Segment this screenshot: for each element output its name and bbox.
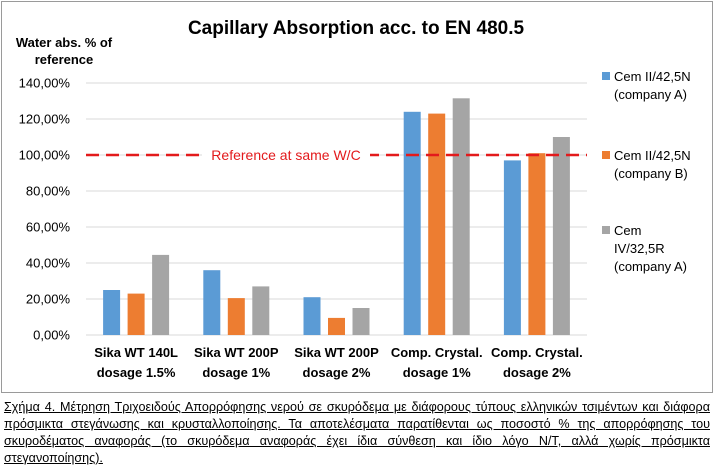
reference-label: Reference at same W/C bbox=[211, 147, 360, 163]
bar bbox=[303, 297, 321, 335]
bar bbox=[152, 254, 170, 335]
x-tick-labels: Sika WT 140L dosage 1.5% Sika WT 200P dosag… bbox=[94, 345, 583, 380]
y-tick-label: 60,00% bbox=[26, 220, 71, 235]
legend-label: Cem bbox=[614, 223, 641, 238]
y-tick-label: 20,00% bbox=[26, 292, 71, 307]
bar bbox=[528, 153, 546, 335]
bar bbox=[227, 298, 245, 335]
bar bbox=[252, 286, 270, 335]
legend: Cem II/42,5N (company A) Cem II/42,5N (comp… bbox=[602, 69, 691, 274]
x-tick-label: dosage 2% bbox=[303, 365, 371, 380]
y-tick-label: 120,00% bbox=[19, 112, 71, 127]
legend-label: Cem II/42,5N bbox=[614, 148, 691, 163]
legend-label: (company A) bbox=[614, 87, 687, 102]
legend-label: (company B) bbox=[614, 166, 688, 181]
y-tick-label: 0,00% bbox=[33, 328, 70, 343]
bar bbox=[503, 160, 521, 335]
bar bbox=[428, 113, 446, 335]
bar bbox=[352, 308, 370, 335]
legend-swatch bbox=[602, 151, 610, 159]
bar bbox=[127, 293, 145, 335]
bar bbox=[103, 290, 121, 335]
y-tick-label: 140,00% bbox=[19, 76, 71, 91]
bar bbox=[403, 111, 421, 335]
x-tick-label: dosage 2% bbox=[503, 365, 571, 380]
bar bbox=[552, 137, 570, 335]
bars bbox=[103, 98, 570, 335]
y-tick-label: 100,00% bbox=[19, 148, 71, 163]
legend-label: (company A) bbox=[614, 259, 687, 274]
y-tick-labels: 0,00% 20,00% 40,00% 60,00% 80,00% 100,00% 120,… bbox=[19, 76, 71, 343]
bar bbox=[328, 317, 345, 335]
reference-line: Reference at same W/C bbox=[86, 146, 587, 164]
figure-caption: Σχήμα 4. Μέτρηση Τριχοειδούς Απορρόφησης… bbox=[4, 400, 710, 465]
x-tick-label: Sika WT 200P bbox=[194, 345, 279, 360]
x-tick-label: dosage 1% bbox=[202, 365, 270, 380]
bar bbox=[452, 98, 470, 335]
y-axis-label: Water abs. % of reference bbox=[16, 35, 113, 67]
y-axis-label-line: Water abs. % of bbox=[16, 35, 113, 50]
y-tick-label: 40,00% bbox=[26, 256, 71, 271]
x-tick-label: Sika WT 200P bbox=[294, 345, 379, 360]
x-tick-label: Sika WT 140L bbox=[94, 345, 178, 360]
y-tick-label: 80,00% bbox=[26, 184, 71, 199]
reference-label-background bbox=[202, 146, 370, 164]
capillary-absorption-chart: Capillary Absorption acc. to EN 480.5 Wa… bbox=[16, 18, 691, 380]
chart-title: Capillary Absorption acc. to EN 480.5 bbox=[188, 18, 525, 39]
legend-label: IV/32,5R bbox=[614, 241, 665, 256]
legend-label: Cem II/42,5N bbox=[614, 69, 691, 84]
chart-frame: Capillary Absorption acc. to EN 480.5 Wa… bbox=[1, 1, 713, 393]
x-tick-label: dosage 1.5% bbox=[97, 365, 176, 380]
x-tick-label: Comp. Crystal. bbox=[391, 345, 483, 360]
legend-swatch bbox=[602, 226, 610, 234]
bar bbox=[203, 270, 221, 335]
x-tick-label: Comp. Crystal. bbox=[491, 345, 583, 360]
x-tick-label: dosage 1% bbox=[403, 365, 471, 380]
y-axis-label-line: reference bbox=[35, 52, 94, 67]
legend-swatch bbox=[602, 72, 610, 80]
